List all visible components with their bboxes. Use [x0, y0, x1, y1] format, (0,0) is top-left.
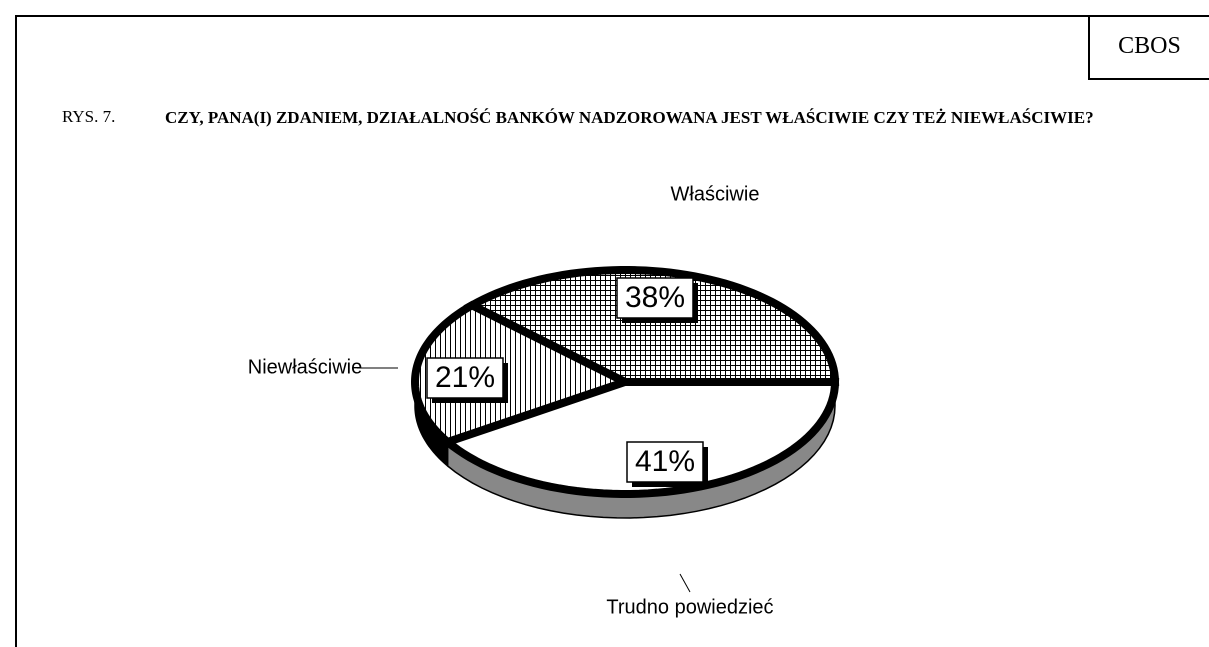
pie-slice: [439, 378, 840, 498]
label-box: [426, 357, 504, 399]
value-label: 21%: [435, 361, 495, 394]
label-box: [626, 441, 704, 483]
source: CBOS: [1088, 15, 1209, 80]
figure-label: RYS. 7.: [62, 107, 116, 126]
label-box: [616, 277, 694, 319]
chart-title: CZY, PANA(I) ZDANIEM, DZIAŁALNOŚĆ BANKÓW…: [165, 108, 1094, 127]
category-label: Trudno powiedzieć: [606, 596, 773, 618]
category-label: Właściwie: [671, 183, 760, 205]
pie-outline: [414, 269, 836, 383]
value-label: 38%: [625, 281, 685, 314]
leader-line: [679, 573, 691, 593]
frame: [15, 15, 1209, 647]
value-label: 41%: [635, 445, 695, 478]
category-label: Niewłaściwie: [248, 356, 362, 378]
